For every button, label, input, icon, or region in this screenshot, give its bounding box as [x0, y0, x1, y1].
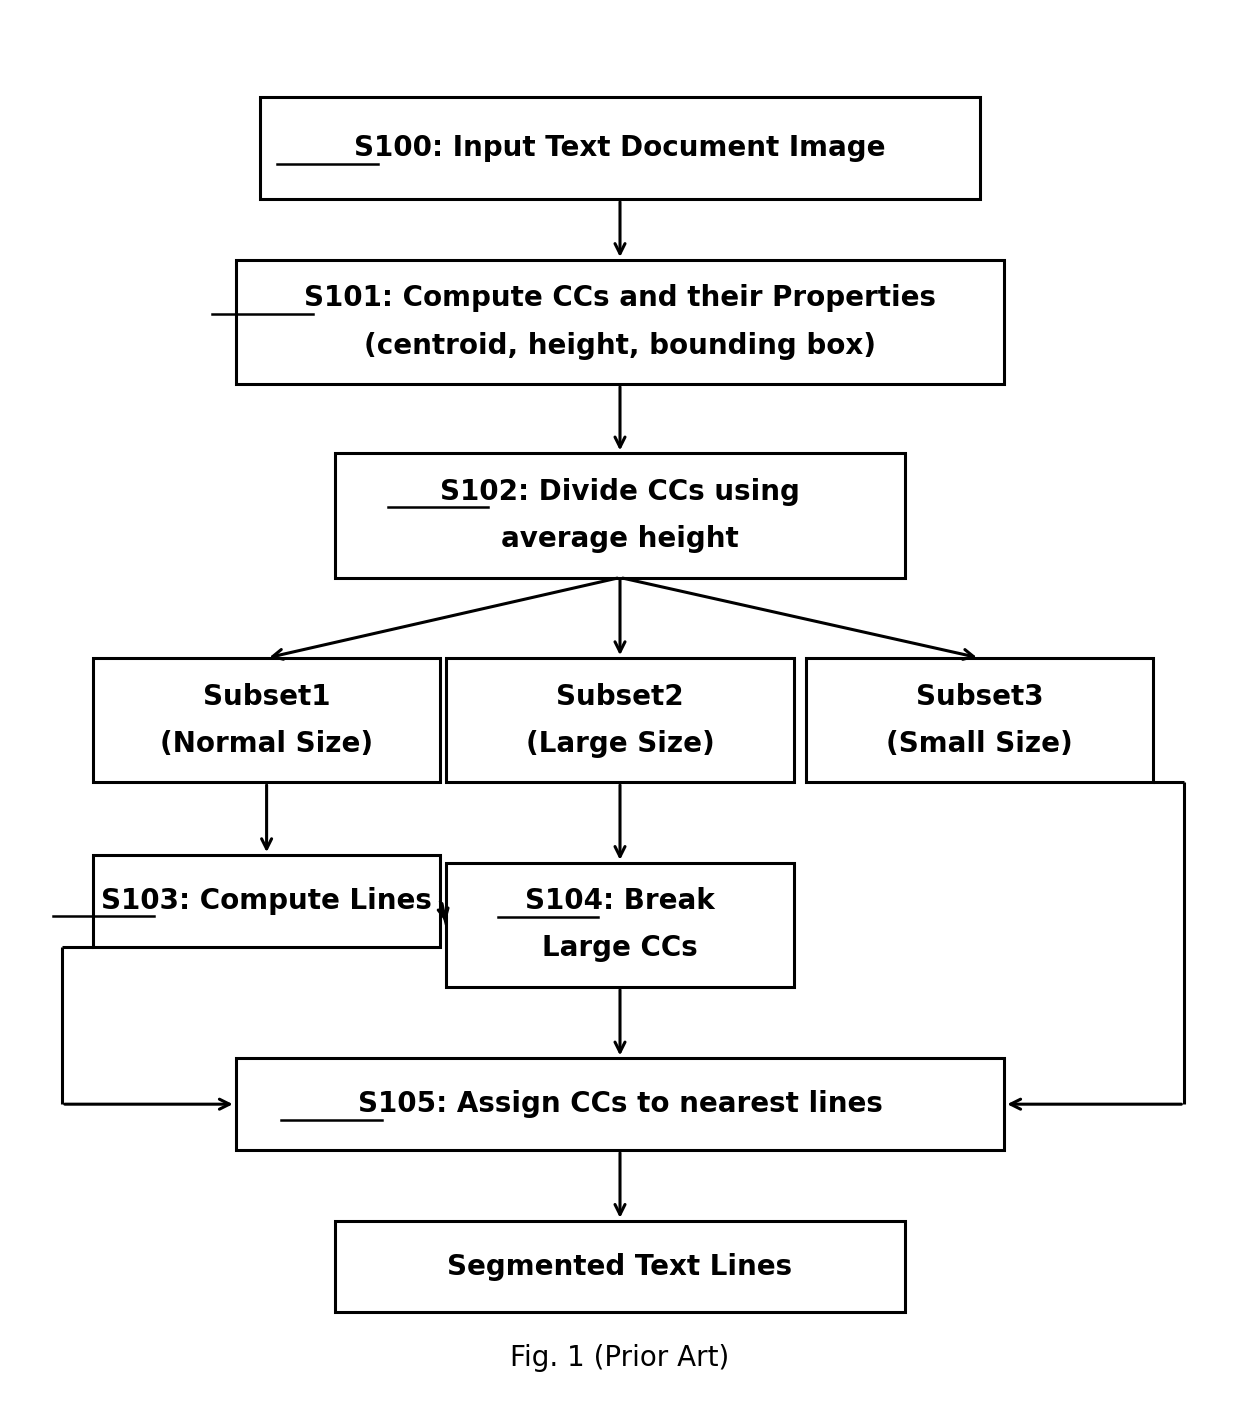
FancyBboxPatch shape	[93, 658, 440, 782]
Text: Subset3: Subset3	[916, 682, 1043, 710]
Text: (Large Size): (Large Size)	[526, 730, 714, 758]
Text: S102: Divide CCs using: S102: Divide CCs using	[440, 477, 800, 505]
Text: Subset2: Subset2	[557, 682, 683, 710]
FancyBboxPatch shape	[446, 863, 794, 987]
Text: S100: Input Text Document Image: S100: Input Text Document Image	[355, 134, 885, 162]
Text: S105: Assign CCs to nearest lines: S105: Assign CCs to nearest lines	[357, 1090, 883, 1118]
Text: S104: Break: S104: Break	[525, 887, 715, 915]
FancyBboxPatch shape	[335, 453, 905, 578]
FancyBboxPatch shape	[93, 854, 440, 946]
FancyBboxPatch shape	[260, 97, 980, 199]
FancyBboxPatch shape	[236, 260, 1004, 384]
Text: (Normal Size): (Normal Size)	[160, 730, 373, 758]
Text: (centroid, height, bounding box): (centroid, height, bounding box)	[365, 332, 875, 360]
FancyBboxPatch shape	[236, 1059, 1004, 1149]
FancyBboxPatch shape	[335, 1220, 905, 1313]
Text: Subset1: Subset1	[203, 682, 330, 710]
FancyBboxPatch shape	[806, 658, 1153, 782]
Text: S101: Compute CCs and their Properties: S101: Compute CCs and their Properties	[304, 284, 936, 312]
Text: Large CCs: Large CCs	[542, 935, 698, 963]
Text: (Small Size): (Small Size)	[887, 730, 1073, 758]
Text: Fig. 1 (Prior Art): Fig. 1 (Prior Art)	[511, 1344, 729, 1372]
FancyBboxPatch shape	[446, 658, 794, 782]
Text: average height: average height	[501, 525, 739, 554]
Text: S103: Compute Lines: S103: Compute Lines	[102, 887, 432, 915]
Text: Segmented Text Lines: Segmented Text Lines	[448, 1252, 792, 1281]
